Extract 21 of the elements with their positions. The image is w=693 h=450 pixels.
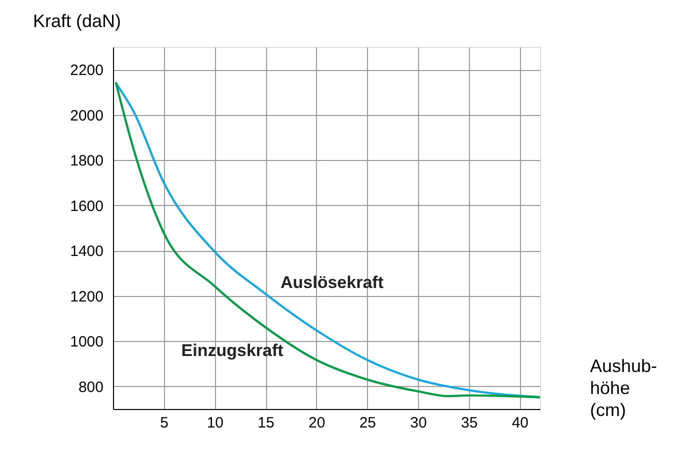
y-tick-label: 1800 [70,152,104,170]
x-tick-label: 5 [160,414,169,432]
x-tick-label: 25 [359,414,376,432]
y-axis-title: Kraft (daN) [33,11,122,31]
x-tick-label: 40 [512,414,529,432]
y-tick-label: 1600 [70,198,104,215]
y-tick-label: 2200 [70,62,104,80]
series-label: Auslösekraft [280,272,384,292]
x-tick-label: 10 [206,414,224,432]
x-axis-title: Aushub-höhe (cm) [590,356,658,420]
y-tick-label: 2000 [70,107,104,124]
x-tick-label: 30 [410,414,427,432]
y-tick-label: 1200 [70,288,104,306]
line-series [114,82,540,398]
y-tick-label: 800 [78,378,104,396]
x-tick-label: 35 [460,414,478,432]
y-tick-label: 1000 [70,334,104,351]
x-tick-label: 20 [308,414,326,432]
x-tick-label: 15 [258,414,274,432]
series-label: Einzugskraft [181,340,284,360]
y-tick-label: 1400 [70,243,104,260]
